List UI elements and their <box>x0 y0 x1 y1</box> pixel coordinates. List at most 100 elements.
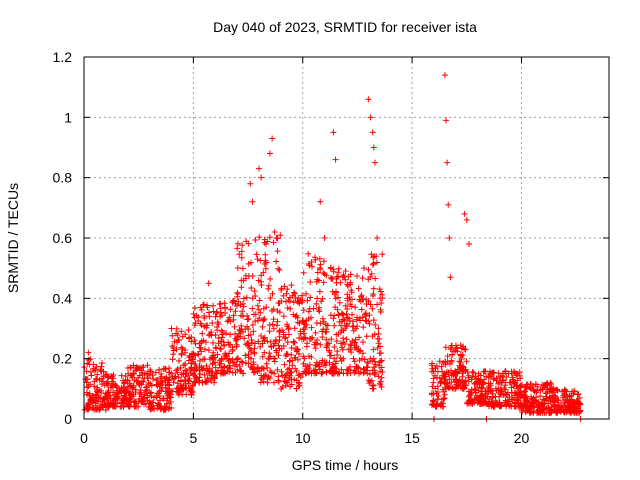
data-point <box>561 386 568 393</box>
data-point <box>127 365 134 372</box>
data-point <box>270 355 277 362</box>
data-point <box>278 285 285 292</box>
data-point <box>173 325 180 332</box>
data-point <box>316 255 323 262</box>
data-point <box>237 333 244 340</box>
data-point <box>273 258 280 265</box>
data-point <box>348 303 355 310</box>
data-point <box>249 322 256 329</box>
data-point <box>365 298 372 305</box>
data-point <box>146 390 153 397</box>
data-point <box>530 386 537 393</box>
data-point <box>575 391 582 398</box>
data-point <box>273 338 280 345</box>
data-point <box>249 365 256 372</box>
data-point <box>444 353 451 360</box>
data-point <box>366 380 373 387</box>
data-point <box>447 274 454 281</box>
data-point <box>469 368 476 375</box>
data-point <box>270 342 277 349</box>
axis-ticks <box>83 56 609 420</box>
data-point <box>332 156 339 163</box>
data-point <box>259 353 266 360</box>
data-point <box>351 344 358 351</box>
data-point <box>502 368 509 375</box>
data-point <box>157 397 164 404</box>
data-point <box>461 379 468 386</box>
data-point <box>480 395 487 402</box>
data-point <box>287 305 294 312</box>
data-point <box>267 374 274 381</box>
data-point <box>196 367 203 374</box>
data-point <box>377 368 384 375</box>
data-point <box>345 367 352 374</box>
data-point <box>274 366 281 373</box>
data-point <box>445 201 452 208</box>
data-point <box>341 341 348 348</box>
data-point <box>514 385 521 392</box>
data-point <box>479 392 486 399</box>
data-point <box>163 384 170 391</box>
data-point <box>252 311 259 318</box>
data-point <box>243 341 250 348</box>
data-point <box>533 399 540 406</box>
data-point <box>221 304 228 311</box>
data-point <box>142 384 149 391</box>
data-point <box>344 306 351 313</box>
data-point <box>271 228 278 235</box>
data-point <box>169 332 176 339</box>
data-point <box>259 323 266 330</box>
data-point <box>158 403 165 410</box>
data-point <box>239 308 246 315</box>
data-point <box>287 369 294 376</box>
data-point <box>214 319 221 326</box>
data-point <box>274 318 281 325</box>
data-point <box>234 334 241 341</box>
data-point <box>519 408 526 415</box>
data-point <box>260 373 267 380</box>
data-point <box>174 366 181 373</box>
data-point <box>118 372 125 379</box>
data-point <box>316 308 323 315</box>
data-point <box>212 331 219 338</box>
data-point <box>529 383 536 390</box>
data-point <box>140 364 147 371</box>
data-point <box>93 363 100 370</box>
data-point <box>148 382 155 389</box>
data-point <box>313 319 320 326</box>
data-point <box>238 248 245 255</box>
data-point <box>107 395 114 402</box>
data-point <box>262 265 269 272</box>
data-point <box>215 334 222 341</box>
data-point <box>336 370 343 377</box>
y-tick-label: 0.8 <box>53 170 73 186</box>
data-point <box>326 359 333 366</box>
data-point <box>322 321 329 328</box>
data-point <box>100 378 107 385</box>
data-point <box>281 361 288 368</box>
data-point <box>359 275 366 282</box>
data-point <box>320 270 327 277</box>
data-point <box>502 400 509 407</box>
data-point <box>255 338 262 345</box>
data-point <box>191 305 198 312</box>
data-point <box>372 321 379 328</box>
data-point <box>527 409 534 416</box>
data-point <box>553 409 560 416</box>
data-point <box>301 325 308 332</box>
data-points <box>81 72 584 422</box>
data-point <box>288 344 295 351</box>
data-point <box>441 72 448 79</box>
data-point <box>257 257 264 264</box>
data-point <box>174 388 181 395</box>
data-point <box>370 144 377 151</box>
y-tick-label: 0.2 <box>53 351 73 367</box>
data-point <box>465 393 472 400</box>
data-point <box>307 294 314 301</box>
data-point <box>207 376 214 383</box>
data-point <box>512 403 519 410</box>
data-point <box>564 407 571 414</box>
data-point <box>330 129 337 136</box>
data-point <box>283 321 290 328</box>
data-point <box>516 369 523 376</box>
